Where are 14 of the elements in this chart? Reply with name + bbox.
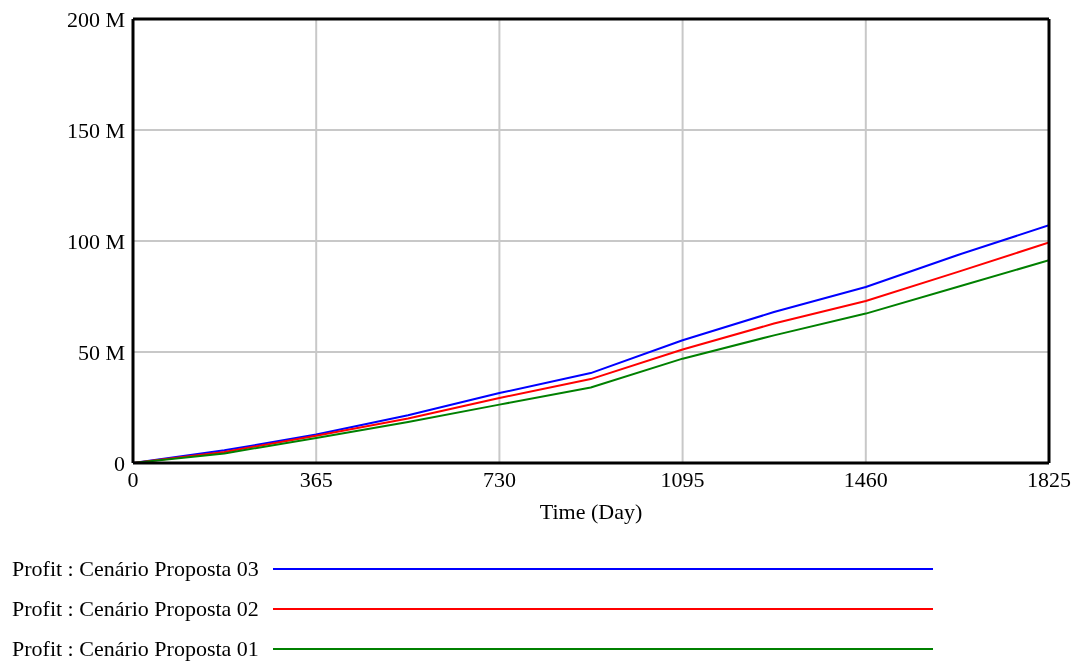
x-tick-label: 730 — [482, 466, 516, 492]
legend-label: Profit : Cenário Proposta 02 — [11, 596, 259, 622]
legend-label: Profit : Cenário Proposta 03 — [11, 556, 259, 582]
x-tick-label: 365 — [299, 466, 333, 492]
y-tick-label: 50 M — [77, 339, 125, 365]
y-tick-label: 150 M — [66, 117, 125, 143]
x-axis-title: Time (Day) — [539, 498, 643, 524]
y-tick-label: 200 M — [66, 6, 125, 32]
y-tick-label: 0 — [114, 450, 125, 476]
x-tick-label: 1095 — [660, 466, 705, 492]
x-tick-label: 1460 — [843, 466, 888, 492]
legend-label: Profit : Cenário Proposta 01 — [11, 636, 259, 662]
y-tick-label: 100 M — [66, 228, 125, 254]
x-tick-label: 1825 — [1027, 466, 1071, 492]
